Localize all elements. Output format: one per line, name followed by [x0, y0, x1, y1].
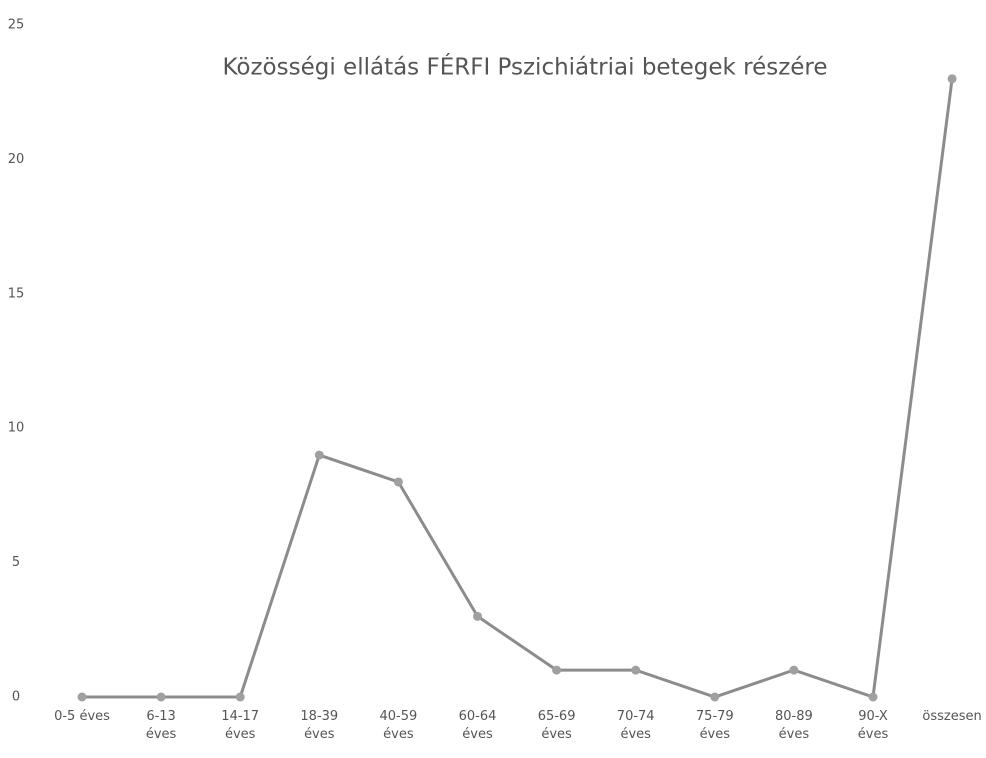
x-tick-label: 80-89 éves: [775, 709, 813, 742]
x-tick-label: 0-5 éves: [54, 709, 110, 724]
x-tick-label: 75-79 éves: [695, 709, 734, 742]
point: [947, 74, 957, 84]
y-tick-label: 25: [8, 18, 25, 33]
point: [473, 611, 482, 621]
y-tick-label: 15: [8, 286, 25, 301]
point: [868, 692, 878, 702]
point: [393, 477, 403, 487]
x-tick-label: összesen: [922, 709, 982, 724]
x-tick-label: 90-X éves: [857, 709, 889, 742]
y-tick-label: 0: [12, 690, 20, 705]
point: [156, 692, 166, 702]
point: [77, 692, 87, 702]
x-tick-label: 14-17 éves: [221, 709, 260, 742]
x-tick-label: 18-39 éves: [300, 709, 339, 742]
point: [552, 665, 562, 675]
line: [82, 78, 954, 700]
x-tick-label: 65-69 éves: [537, 709, 576, 742]
x-tick-label: 60-64 éves: [458, 709, 497, 742]
x-tick-label: 40-59 éves: [379, 709, 418, 742]
point: [710, 692, 720, 702]
chart-title: Közösségi ellátás FÉRFI Pszichiátriai be…: [222, 53, 827, 81]
point: [235, 692, 245, 702]
point: [789, 665, 799, 675]
y-tick-label: 5: [12, 555, 20, 570]
y-tick-label: 10: [8, 421, 25, 436]
point: [314, 450, 324, 460]
point: [631, 665, 641, 675]
y-tick-label: 20: [8, 152, 25, 167]
x-tick-label: 70-74 éves: [616, 709, 655, 742]
x-tick-label: 6-13 éves: [145, 709, 177, 742]
